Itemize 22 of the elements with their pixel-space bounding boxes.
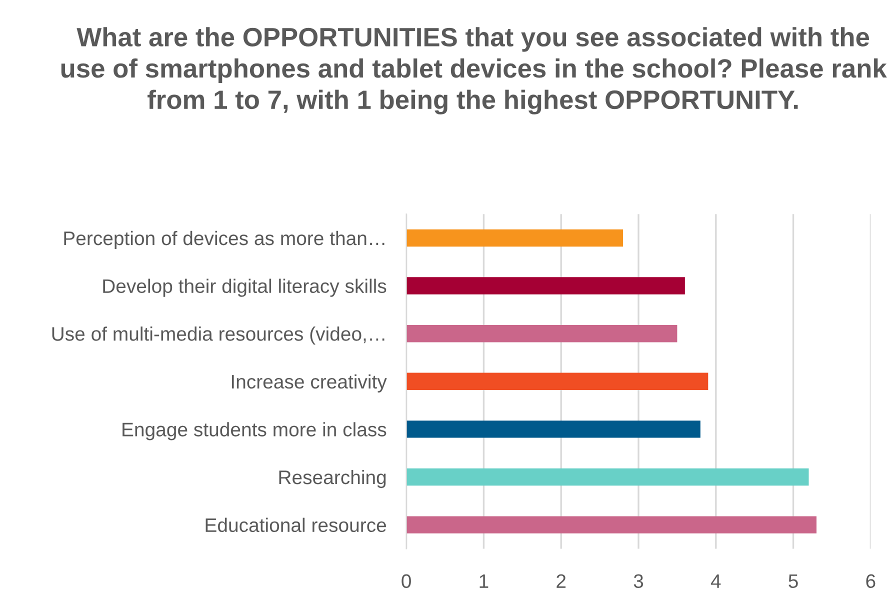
chart-title: What are the OPPORTUNITIES that you see associated with the use of smartphones and tablet devices in the school? Please rank from 1 to 7, with 1 being the highest OPPORTUNITY.	[61, 27, 887, 114]
x-tick-label: 6	[866, 574, 876, 588]
x-tick-label: 5	[788, 574, 798, 588]
y-tick-label: Educational resource	[206, 518, 386, 532]
bar	[406, 420, 700, 438]
bar	[406, 229, 624, 247]
y-tick-label: Researching	[279, 470, 386, 488]
x-tick-label: 2	[556, 574, 566, 588]
y-tick-label: Increase creativity	[232, 374, 387, 392]
x-tick-label: 3	[634, 574, 644, 588]
x-tick-label: 0	[402, 574, 411, 588]
bar	[406, 277, 685, 294]
bar	[406, 372, 708, 390]
bar	[406, 516, 816, 534]
bar	[406, 468, 809, 486]
x-tick-label: 4	[710, 574, 721, 588]
y-tick-label: Develop their digital literacy skills	[103, 278, 386, 297]
x-tick-label: 1	[480, 574, 488, 588]
y-tick-label: Perception of devices as more than…	[64, 230, 384, 250]
bar	[406, 324, 678, 342]
y-tick-label: Engage students more in class	[122, 422, 386, 440]
y-tick-label: Use of multi-media resources (video,…	[52, 326, 384, 345]
